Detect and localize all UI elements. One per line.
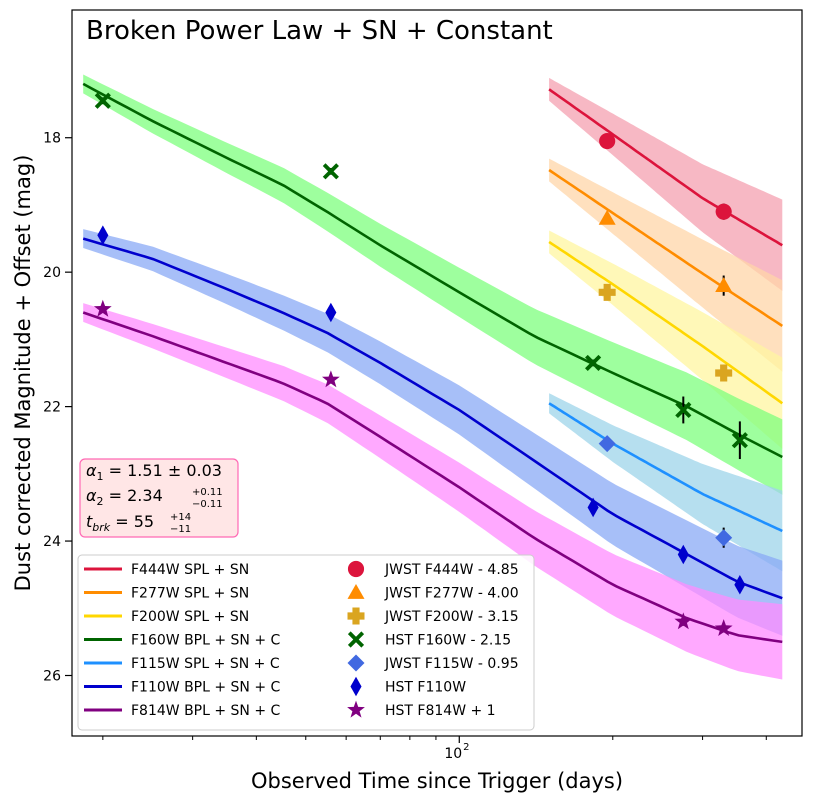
x-tick-label-exp-0: 2 [463,742,469,753]
x-tick-label-0: 10 [444,746,462,762]
band-5 [83,229,783,636]
legend-label-6: F814W BPL + SN + C [131,703,281,719]
point-1-1 [715,277,733,292]
point-2-0 [598,283,616,301]
point-1-0 [598,209,616,225]
point-3-3 [675,401,692,419]
point-4-1 [715,529,733,547]
point-4-0 [598,435,616,453]
y-tick-label-1: 20 [43,265,61,281]
legend-label-0: F444W SPL + SN [131,562,249,578]
chart-title: Broken Power Law + SN + Constant [86,16,553,46]
legend-label-3: F160W BPL + SN + C [131,633,281,649]
legend-label-4: F115W SPL + SN + C [131,656,280,672]
point-5-0 [97,225,109,245]
legend-point-label-0: JWST F444W - 4.85 [384,562,519,578]
point-0-1 [715,203,732,220]
point-2-1 [715,364,733,382]
fit-alpha2-upper: +0.11 [192,487,223,498]
x-axis-label: Observed Time since Trigger (days) [251,769,623,793]
model-curves [82,82,784,644]
legend-marker-6 [347,700,365,718]
legend-marker-5 [350,676,362,697]
band-6 [83,303,783,680]
fit-tbrk-upper: +14 [170,512,191,523]
model-line-4 [548,402,783,533]
data-points [93,92,748,636]
fit-alpha2-lower: −0.11 [192,499,223,510]
legend-point-label-5: HST F110W [385,680,466,696]
fit-tbrk: tbrk = 55 [86,512,154,534]
model-line-1 [548,168,784,327]
x-axis: 10 2 [102,736,767,762]
fit-alpha2: α2 = 2.34 [86,486,163,508]
legend-marker-0 [347,560,365,578]
legend-marker-3 [347,631,365,648]
point-6-2 [674,612,693,630]
fit-tbrk-lower: −11 [170,524,191,535]
y-axis-label: Dust corrected Magnitude + Offset (mag) [11,155,35,592]
fit-alpha1: α1 = 1.51 ± 0.03 [86,461,222,483]
point-0-0 [599,133,616,150]
point-5-1 [325,302,337,323]
point-5-3 [677,544,689,565]
point-5-4 [734,574,746,595]
point-3-4 [731,432,748,449]
point-6-3 [714,619,733,636]
legend-marker-4 [347,654,365,672]
legend-marker-2 [347,607,365,625]
model-line-6 [82,311,783,644]
legend-label-1: F277W SPL + SN [131,586,249,602]
legend-point-label-6: HST F814W + 1 [385,703,496,719]
model-line-0 [548,88,783,247]
plot-frame [71,9,803,737]
model-line-5 [82,237,783,600]
model-line-3 [82,82,783,459]
point-3-2 [585,354,602,371]
legend-marker-1 [347,584,365,599]
legend-point-label-2: JWST F200W - 3.15 [384,609,519,625]
point-3-1 [322,163,339,180]
legend-point-label-4: JWST F115W - 0.95 [384,656,519,672]
y-tick-label-0: 18 [43,131,61,147]
model-line-2 [548,240,784,405]
y-tick-label-3: 24 [43,534,61,550]
point-6-1 [322,370,340,388]
band-3 [83,74,783,495]
legend-label-5: F110W BPL + SN + C [131,680,281,696]
y-axis: 18 20 22 24 26 [43,131,72,685]
point-3-0 [94,92,111,109]
legend: F444W SPL + SN F277W SPL + SN F200W SPL + … [77,554,535,731]
point-6-0 [93,299,112,317]
legend-point-label-3: HST F160W - 2.15 [385,633,511,649]
y-tick-label-2: 22 [43,400,61,416]
fit-parameters-box: α1 = 1.51 ± 0.03 α2 = 2.34 +0.11 −0.11 t… [79,458,239,538]
y-tick-label-4: 26 [43,669,61,685]
legend-point-label-1: JWST F277W - 4.00 [384,586,519,602]
point-5-2 [587,497,599,518]
legend-label-2: F200W SPL + SN [131,609,249,625]
